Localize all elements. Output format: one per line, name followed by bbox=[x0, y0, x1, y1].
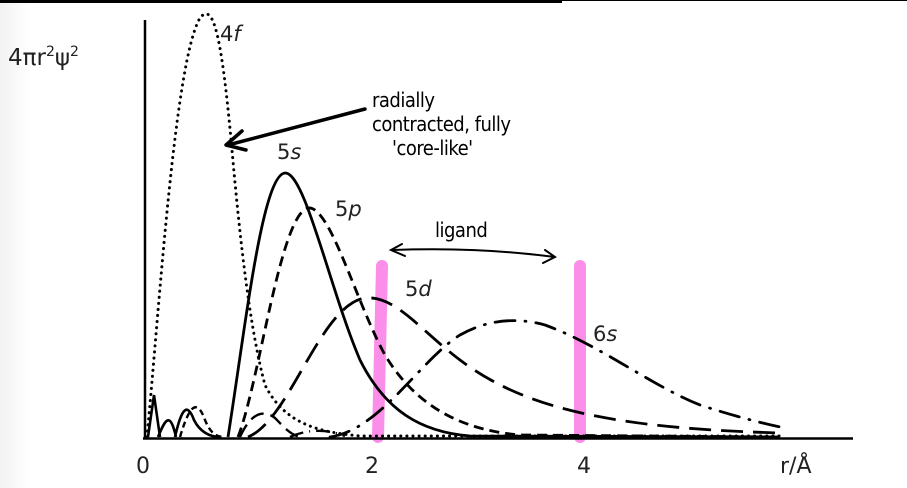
inner-lobes bbox=[146, 394, 221, 439]
y-label-base: 4πr bbox=[8, 45, 46, 71]
ligand-band-left bbox=[372, 260, 388, 443]
ligand-double-arrow bbox=[388, 243, 557, 264]
inner-lobes-dashed bbox=[178, 406, 226, 439]
curve-4f bbox=[145, 12, 782, 439]
top-border-thin bbox=[562, 0, 907, 1]
annotation-line3: 'core-like' bbox=[392, 136, 473, 160]
annotation-line1: radially bbox=[372, 88, 435, 112]
annotation-contracted: radially contracted, fully 'core-like' bbox=[372, 88, 511, 160]
y-label-exp2: 2 bbox=[70, 44, 79, 60]
curve-5d bbox=[247, 296, 781, 439]
left-edge-shade bbox=[0, 3, 30, 488]
label-4f: 4f bbox=[220, 22, 241, 46]
label-5d: 5d bbox=[405, 277, 432, 301]
curve-6s bbox=[328, 319, 787, 439]
y-label-psi: ψ bbox=[54, 45, 71, 71]
x-tick-4: 4 bbox=[577, 454, 591, 479]
label-6s: 6s bbox=[593, 322, 618, 346]
top-border-thick bbox=[0, 0, 562, 3]
x-tick-0: 0 bbox=[136, 454, 150, 479]
label-5p: 5p bbox=[335, 197, 362, 221]
contracted-arrow bbox=[224, 107, 367, 152]
y-axis-label: 4πr2ψ2 bbox=[8, 44, 79, 71]
top-border bbox=[0, 0, 907, 3]
y-label-exp1: 2 bbox=[45, 44, 55, 60]
inner-lobe-6s bbox=[289, 429, 346, 439]
inner-lobe-5d bbox=[238, 412, 301, 439]
curve-5s bbox=[226, 171, 781, 439]
annotation-line2: contracted, fully bbox=[372, 112, 511, 136]
annotation-ligand: ligand bbox=[435, 218, 488, 242]
x-axis-label: r/Å bbox=[780, 454, 812, 479]
curve-5p bbox=[236, 206, 781, 439]
x-tick-2: 2 bbox=[365, 454, 379, 479]
label-5s: 5s bbox=[277, 140, 302, 164]
